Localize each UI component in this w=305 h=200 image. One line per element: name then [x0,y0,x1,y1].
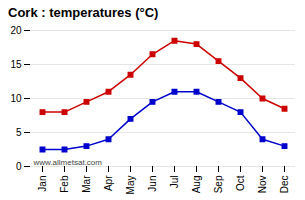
svg-text:5: 5 [16,127,22,138]
svg-text:10: 10 [10,93,22,104]
html-text:Cork : temperatures (°C): Cork : temperatures (°C) [8,5,159,20]
svg-text:Sep: Sep [213,175,224,193]
svg-text:Dec: Dec [279,176,290,194]
svg-text:www.allmetsat.com: www.allmetsat.com [33,158,103,167]
svg-text:Nov: Nov [257,176,268,194]
svg-text:May: May [125,176,136,195]
svg-text:Jun: Jun [147,176,158,192]
svg-text:15: 15 [10,59,22,70]
svg-text:Apr: Apr [103,175,114,191]
svg-text:20: 20 [10,25,22,36]
svg-text:Aug: Aug [191,176,202,194]
svg-text:Mar: Mar [81,175,92,193]
svg-text:Jan: Jan [37,176,48,192]
svg-text:Feb: Feb [59,175,70,193]
svg-text:0: 0 [16,161,22,172]
svg-text:Jul: Jul [169,176,180,189]
svg-text:Oct: Oct [235,175,246,191]
